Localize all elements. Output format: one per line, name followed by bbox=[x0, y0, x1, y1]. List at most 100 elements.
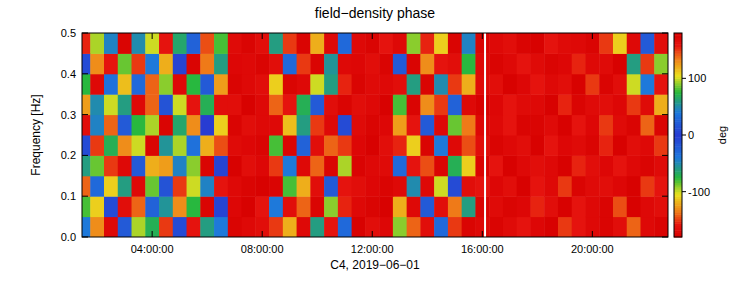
cell bbox=[640, 94, 654, 115]
cell bbox=[297, 33, 311, 54]
cell bbox=[585, 217, 599, 237]
cell bbox=[242, 115, 256, 136]
cell bbox=[145, 53, 159, 74]
cell bbox=[544, 74, 558, 95]
cell bbox=[379, 53, 393, 74]
cell bbox=[544, 196, 558, 217]
cell bbox=[640, 33, 654, 54]
cell bbox=[475, 135, 489, 156]
cell bbox=[200, 94, 214, 115]
cell bbox=[420, 217, 434, 237]
cell bbox=[640, 217, 654, 237]
cell bbox=[269, 196, 283, 217]
cell bbox=[338, 217, 352, 237]
cell bbox=[173, 196, 187, 217]
colorbar-tick-label: 0 bbox=[688, 129, 694, 141]
cell bbox=[489, 53, 503, 74]
cell bbox=[159, 94, 173, 115]
cell bbox=[324, 155, 338, 176]
cell bbox=[407, 74, 421, 95]
cell bbox=[434, 53, 448, 74]
cell bbox=[132, 74, 146, 95]
cell bbox=[503, 53, 517, 74]
cell bbox=[310, 33, 324, 54]
cell bbox=[82, 33, 91, 54]
x-tick bbox=[482, 231, 483, 237]
cell bbox=[475, 115, 489, 136]
cell bbox=[585, 155, 599, 176]
cell bbox=[640, 135, 654, 156]
cell bbox=[352, 94, 366, 115]
cell bbox=[448, 217, 462, 237]
y-tick bbox=[662, 33, 668, 34]
cell bbox=[517, 74, 531, 95]
cell bbox=[90, 94, 104, 115]
cell bbox=[585, 176, 599, 197]
cell bbox=[255, 33, 269, 54]
cell bbox=[544, 33, 558, 54]
cell bbox=[338, 135, 352, 156]
cell bbox=[365, 176, 379, 197]
cell bbox=[434, 115, 448, 136]
cell bbox=[132, 155, 146, 176]
cell bbox=[434, 176, 448, 197]
cell bbox=[462, 155, 476, 176]
cell bbox=[503, 33, 517, 54]
cell bbox=[145, 135, 159, 156]
cell bbox=[104, 74, 118, 95]
cell bbox=[627, 155, 641, 176]
cell bbox=[365, 155, 379, 176]
cell bbox=[517, 155, 531, 176]
cell bbox=[613, 74, 627, 95]
cell bbox=[145, 217, 159, 237]
cell bbox=[82, 176, 91, 197]
cell bbox=[324, 135, 338, 156]
cell bbox=[627, 217, 641, 237]
cell bbox=[242, 33, 256, 54]
cell bbox=[132, 115, 146, 136]
cell bbox=[379, 135, 393, 156]
cell bbox=[200, 53, 214, 74]
cell bbox=[187, 176, 201, 197]
cell bbox=[283, 217, 297, 237]
cell bbox=[269, 135, 283, 156]
cell bbox=[420, 94, 434, 115]
cell bbox=[324, 53, 338, 74]
cell bbox=[338, 94, 352, 115]
cell bbox=[82, 115, 91, 136]
y-tick bbox=[662, 155, 668, 156]
cell bbox=[503, 155, 517, 176]
cell bbox=[379, 217, 393, 237]
cell bbox=[393, 155, 407, 176]
cell bbox=[324, 94, 338, 115]
y-label: Frequency [Hz] bbox=[29, 94, 43, 175]
cell bbox=[269, 53, 283, 74]
cell bbox=[352, 196, 366, 217]
cell bbox=[118, 176, 132, 197]
cell bbox=[393, 115, 407, 136]
cell bbox=[228, 33, 242, 54]
cell bbox=[200, 115, 214, 136]
cell bbox=[613, 217, 627, 237]
cell bbox=[228, 74, 242, 95]
cell bbox=[269, 33, 283, 54]
cell bbox=[82, 135, 91, 156]
cell bbox=[379, 176, 393, 197]
cell bbox=[627, 135, 641, 156]
cell bbox=[104, 176, 118, 197]
cell bbox=[558, 155, 572, 176]
cell bbox=[352, 217, 366, 237]
cell bbox=[489, 94, 503, 115]
cell bbox=[503, 135, 517, 156]
cell bbox=[187, 217, 201, 237]
cell bbox=[544, 94, 558, 115]
cell bbox=[187, 74, 201, 95]
y-tick bbox=[82, 237, 88, 238]
frame bbox=[82, 33, 668, 237]
cell bbox=[104, 33, 118, 54]
cell bbox=[310, 74, 324, 95]
cell bbox=[310, 135, 324, 156]
cell bbox=[640, 196, 654, 217]
cell bbox=[475, 176, 489, 197]
cell bbox=[654, 217, 668, 237]
